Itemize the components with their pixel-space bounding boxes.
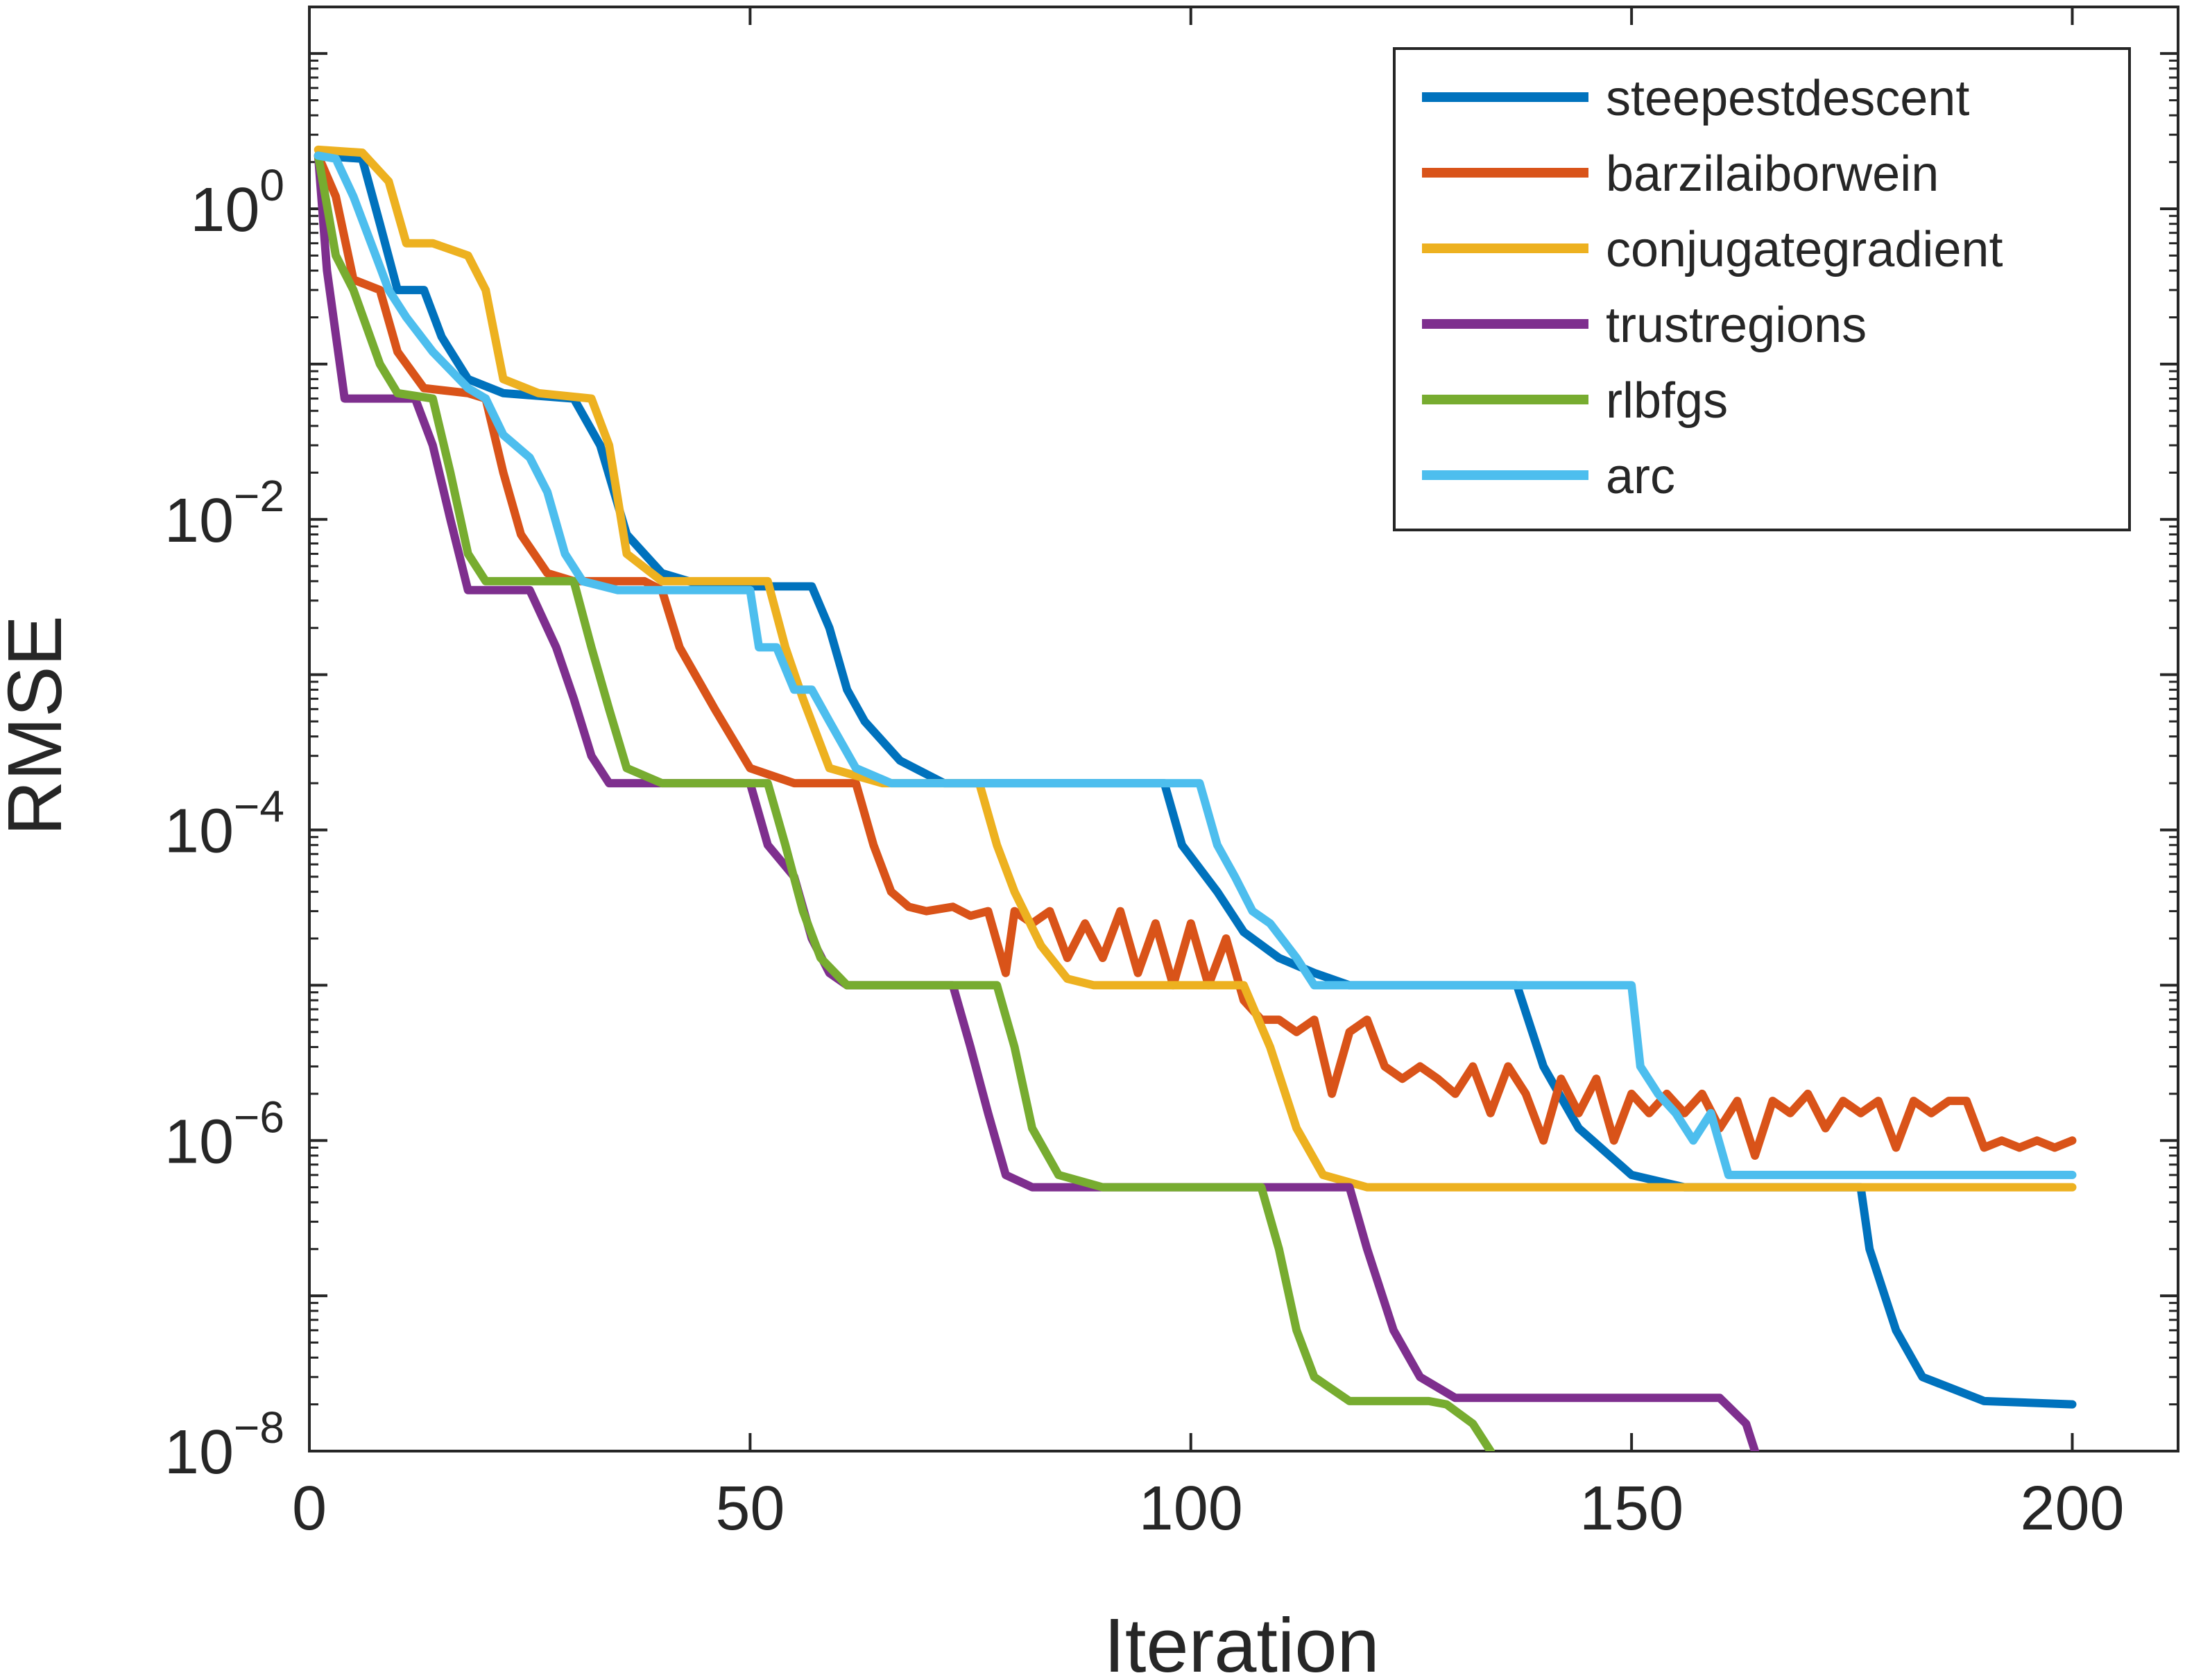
legend-label: conjugategradient: [1606, 222, 2003, 277]
y-tick-label: 100: [190, 160, 284, 245]
series-line-conjugategradient: [314, 145, 2077, 1192]
plot-frame: [308, 6, 2179, 1452]
y-tick-label: 10−2: [164, 471, 284, 556]
plot-box: [308, 6, 2179, 1452]
series-lines: [314, 145, 2077, 1451]
y-tick-label: 10−8: [164, 1403, 284, 1487]
legend-label: rlbfgs: [1606, 373, 1728, 429]
y-tick-label: 10−4: [164, 782, 284, 866]
x-tick-label: 100: [1139, 1474, 1243, 1543]
axis-ticks: [308, 7, 2178, 1452]
x-tick-label: 50: [715, 1474, 785, 1543]
legend-label: arc: [1606, 449, 1675, 504]
legend-label: steepestdescent: [1606, 71, 1969, 126]
legend: steepestdescent barzilaiborwein conjugateg…: [1393, 47, 2131, 531]
legend-box: [1393, 47, 2131, 531]
y-tick-label: 10−6: [164, 1092, 284, 1176]
x-axis-title: Iteration: [1104, 1603, 1379, 1677]
x-tick-label: 200: [2020, 1474, 2124, 1543]
legend-label: barzilaiborwein: [1606, 146, 1939, 202]
y-axis-title: RMSE: [0, 615, 78, 836]
x-tick-label: 150: [1579, 1474, 1683, 1543]
x-tick-label: 0: [292, 1474, 327, 1543]
tick-labels: 0 50 100 150 200 100 10−2 10−4 10−6 10−8: [164, 160, 2125, 1543]
series-line-rlbfgs: [314, 151, 1496, 1451]
legend-label: trustregions: [1606, 298, 1867, 353]
series-line-arc: [314, 151, 2077, 1179]
series-line-barzilaiborwein: [314, 151, 2077, 1160]
